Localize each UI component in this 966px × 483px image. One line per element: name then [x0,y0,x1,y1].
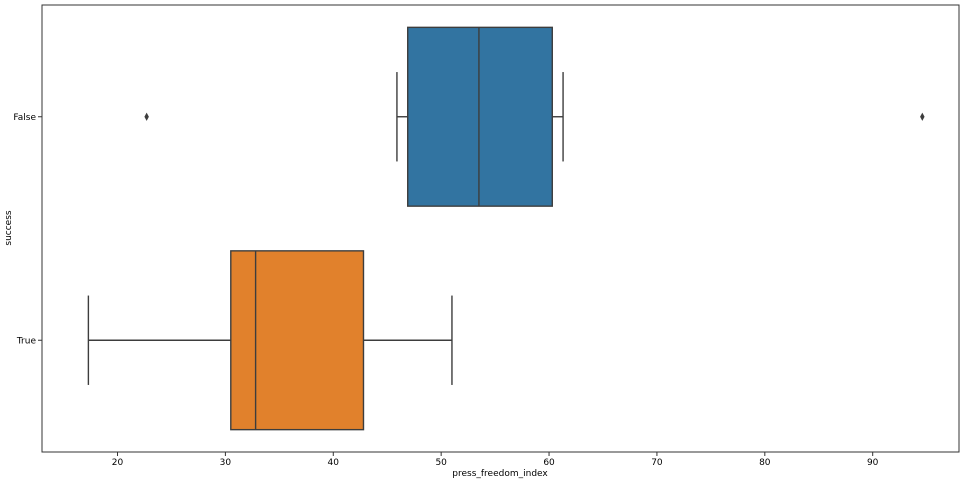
boxes-layer [87,26,925,431]
plot-area-frame [41,4,960,453]
outlier-point-false-0 [144,112,149,121]
y-axis-ticks: False True [13,113,42,346]
box-group-false [144,26,925,207]
x-tick-label: 20 [112,458,124,468]
x-axis-ticks: 20 30 40 50 60 70 80 90 [112,452,879,468]
x-tick-label: 30 [220,458,232,468]
x-tick-label: 40 [328,458,340,468]
y-tick-label: True [16,336,37,346]
x-tick-label: 80 [759,458,771,468]
x-tick-label: 90 [867,458,879,468]
box-group-true [87,250,453,431]
x-tick-label: 60 [543,458,555,468]
x-axis-label: press_freedom_index [452,469,548,479]
y-axis-label: success [4,210,14,246]
x-tick-label: 70 [651,458,663,468]
box-false [407,26,553,207]
y-tick-label: False [13,113,36,123]
x-tick-label: 50 [435,458,447,468]
box-true [230,250,365,431]
outlier-point-false-1 [920,112,925,121]
